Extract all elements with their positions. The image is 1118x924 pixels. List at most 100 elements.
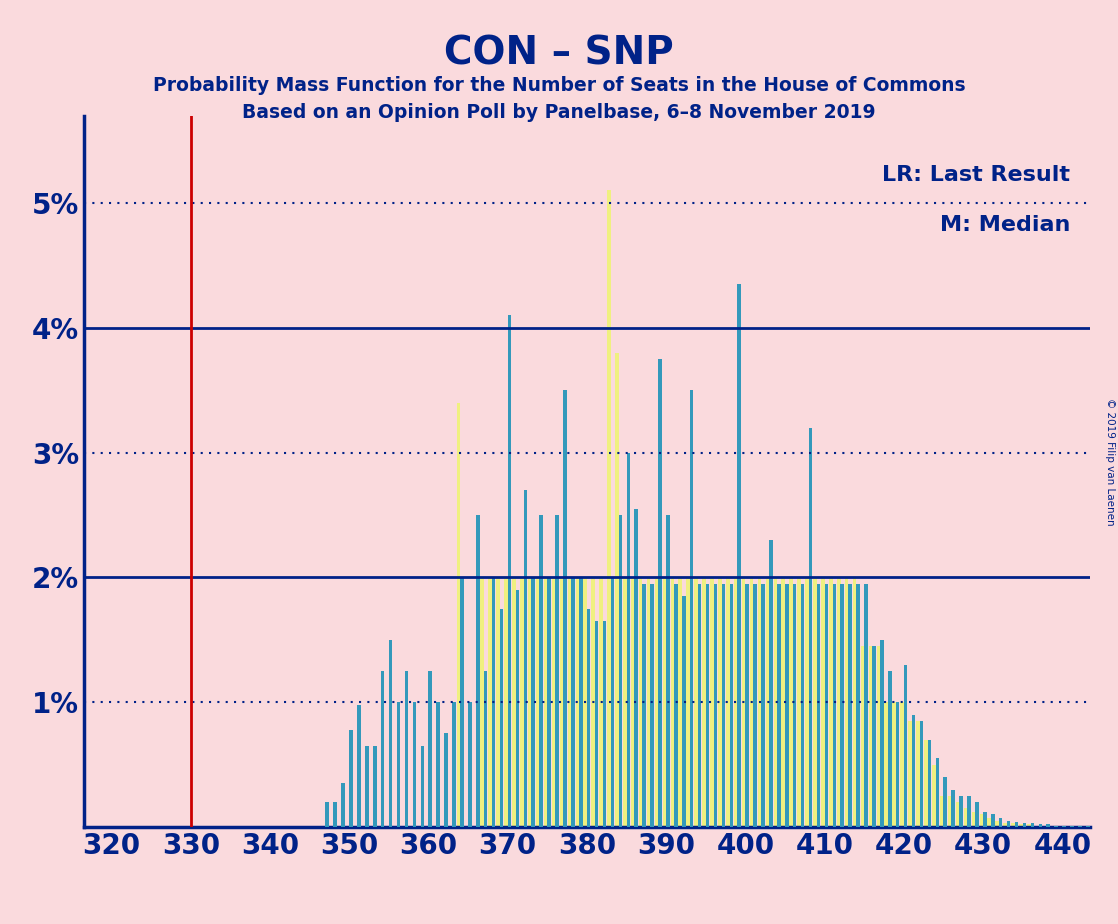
Bar xyxy=(420,746,424,827)
Bar xyxy=(964,808,967,827)
Bar xyxy=(461,578,464,827)
Bar xyxy=(476,515,480,827)
Bar xyxy=(1046,824,1050,827)
Text: LR: Last Result: LR: Last Result xyxy=(882,165,1070,186)
Bar xyxy=(856,584,860,827)
Bar xyxy=(599,578,603,827)
Bar xyxy=(738,284,741,827)
Bar xyxy=(1059,826,1062,827)
Bar xyxy=(341,784,344,827)
Bar xyxy=(869,646,872,827)
Bar xyxy=(1023,823,1026,827)
Bar xyxy=(983,812,986,827)
Bar xyxy=(615,353,618,827)
Bar xyxy=(560,578,563,827)
Bar xyxy=(853,578,856,827)
Bar xyxy=(975,802,978,827)
Bar xyxy=(726,578,730,827)
Bar xyxy=(1012,823,1015,827)
Bar xyxy=(492,578,495,827)
Bar xyxy=(884,702,888,827)
Bar xyxy=(1003,823,1007,827)
Bar xyxy=(489,578,492,827)
Bar xyxy=(750,578,754,827)
Bar xyxy=(940,796,944,827)
Bar xyxy=(920,721,923,827)
Bar xyxy=(903,664,908,827)
Bar xyxy=(837,578,841,827)
Bar xyxy=(481,578,484,827)
Bar xyxy=(563,390,567,827)
Bar xyxy=(366,746,369,827)
Bar xyxy=(591,578,595,827)
Bar xyxy=(584,578,587,827)
Bar xyxy=(944,777,947,827)
Bar xyxy=(618,515,622,827)
Bar xyxy=(900,702,903,827)
Bar xyxy=(912,714,916,827)
Bar xyxy=(710,578,713,827)
Bar xyxy=(833,584,836,827)
Bar xyxy=(1070,826,1073,827)
Bar xyxy=(520,578,523,827)
Bar xyxy=(587,609,590,827)
Bar xyxy=(742,578,746,827)
Bar xyxy=(877,646,880,827)
Bar xyxy=(373,746,377,827)
Bar xyxy=(531,578,536,827)
Bar xyxy=(746,584,749,827)
Bar xyxy=(959,796,963,827)
Bar xyxy=(821,578,825,827)
Bar xyxy=(536,578,540,827)
Text: CON – SNP: CON – SNP xyxy=(444,34,674,72)
Bar xyxy=(436,702,440,827)
Bar xyxy=(998,819,1003,827)
Bar xyxy=(845,578,849,827)
Bar xyxy=(405,671,408,827)
Bar xyxy=(623,578,626,827)
Bar xyxy=(892,702,896,827)
Bar xyxy=(456,403,461,827)
Bar xyxy=(349,730,353,827)
Bar xyxy=(634,509,638,827)
Bar xyxy=(754,584,757,827)
Bar xyxy=(972,812,975,827)
Bar xyxy=(1043,826,1046,827)
Bar xyxy=(603,621,606,827)
Bar xyxy=(1031,823,1034,827)
Bar xyxy=(610,578,614,827)
Bar xyxy=(888,671,891,827)
Bar xyxy=(880,639,883,827)
Bar xyxy=(496,578,500,827)
Bar xyxy=(682,596,685,827)
Bar xyxy=(666,515,670,827)
Bar xyxy=(777,584,780,827)
Bar xyxy=(663,578,666,827)
Bar xyxy=(861,646,864,827)
Bar xyxy=(539,515,543,827)
Bar xyxy=(797,578,800,827)
Bar xyxy=(967,796,970,827)
Bar xyxy=(785,584,788,827)
Bar xyxy=(651,584,654,827)
Bar xyxy=(1039,824,1042,827)
Text: Probability Mass Function for the Number of Seats in the House of Commons: Probability Mass Function for the Number… xyxy=(153,76,965,95)
Bar xyxy=(508,315,511,827)
Bar xyxy=(694,578,698,827)
Bar xyxy=(925,739,928,827)
Bar xyxy=(679,578,682,827)
Bar xyxy=(721,584,726,827)
Bar xyxy=(468,702,472,827)
Bar xyxy=(932,764,936,827)
Bar xyxy=(948,796,951,827)
Bar xyxy=(761,584,765,827)
Bar xyxy=(655,578,659,827)
Bar xyxy=(500,609,503,827)
Bar xyxy=(816,584,821,827)
Bar xyxy=(397,702,400,827)
Bar xyxy=(1035,826,1039,827)
Text: © 2019 Filip van Laenen: © 2019 Filip van Laenen xyxy=(1105,398,1115,526)
Bar xyxy=(793,584,796,827)
Bar xyxy=(979,814,983,827)
Bar xyxy=(730,584,733,827)
